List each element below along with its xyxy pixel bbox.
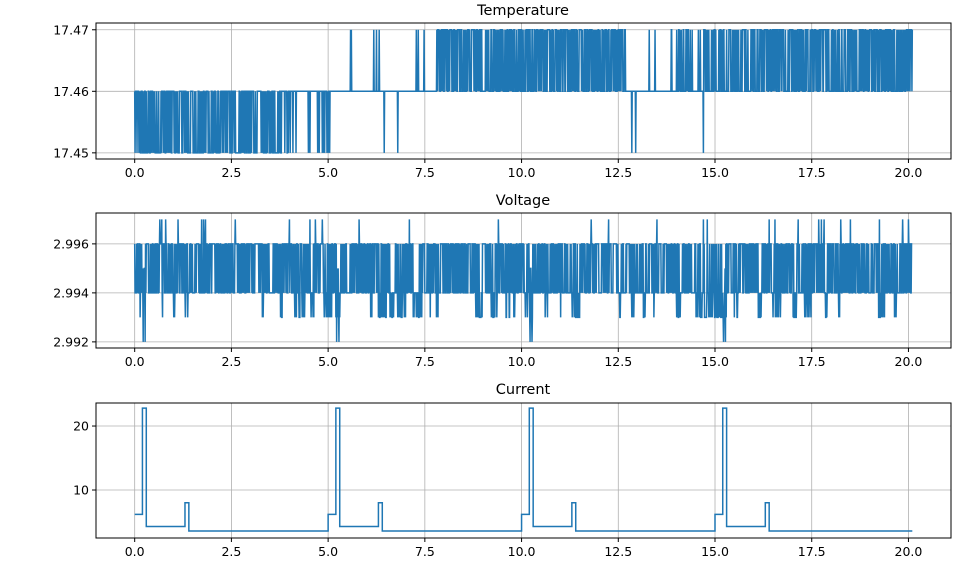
temperature-x-tick-label: 10.0 <box>508 165 536 180</box>
voltage-x-tick-label: 2.5 <box>221 354 241 369</box>
current-x-tick-label: 20.0 <box>895 544 923 559</box>
voltage-axes-frame <box>95 212 952 349</box>
current-x-tick-label: 17.5 <box>798 544 826 559</box>
temperature-axes-frame <box>95 22 952 160</box>
current-title: Current <box>496 382 551 398</box>
current-x-tick-label: 5.0 <box>318 544 338 559</box>
voltage-subplot: Voltage 0.0 2.5 5.0 7.5 10.0 12.5 15.0 17.5 20.0… <box>53 193 952 369</box>
voltage-series-line <box>133 219 913 342</box>
voltage-x-tick-label: 12.5 <box>604 354 632 369</box>
temperature-y-tick-label: 17.47 <box>53 22 89 37</box>
temperature-x-tick-label: 0.0 <box>125 165 145 180</box>
temperature-x-tick-label: 2.5 <box>221 165 241 180</box>
voltage-y-tick-label: 2.994 <box>53 285 89 300</box>
current-x-tick-label: 15.0 <box>701 544 729 559</box>
voltage-x-tick-label: 0.0 <box>125 354 145 369</box>
temperature-title: Temperature <box>476 3 569 19</box>
temperature-x-tick-label: 15.0 <box>701 165 729 180</box>
current-subplot: Current 0.0 2.5 5.0 7.5 10.0 12.5 15.0 17.5 20.0… <box>73 382 952 559</box>
temperature-x-tick-label: 20.0 <box>895 165 923 180</box>
current-x-tick-label: 12.5 <box>604 544 632 559</box>
voltage-x-tick-label: 15.0 <box>701 354 729 369</box>
temperature-x-tick-label: 12.5 <box>604 165 632 180</box>
temperature-subplot: Temperature 0.0 2.5 5.0 7.5 10.0 12.5 15.0 17.5… <box>53 3 952 180</box>
current-series-line <box>134 407 913 532</box>
current-x-tick-label: 0.0 <box>125 544 145 559</box>
current-x-tick-label: 10.0 <box>508 544 536 559</box>
voltage-x-tick-label: 10.0 <box>508 354 536 369</box>
current-x-tick-label: 7.5 <box>415 544 435 559</box>
voltage-x-tick-label: 7.5 <box>415 354 435 369</box>
voltage-x-tick-label: 20.0 <box>895 354 923 369</box>
voltage-x-tick-label: 17.5 <box>798 354 826 369</box>
current-y-tick-label: 20 <box>73 419 89 434</box>
current-x-tick-label: 2.5 <box>221 544 241 559</box>
voltage-x-tick-label: 5.0 <box>318 354 338 369</box>
temperature-x-tick-label: 5.0 <box>318 165 338 180</box>
voltage-y-tick-label: 2.992 <box>53 334 89 349</box>
temperature-y-tick-label: 17.45 <box>53 145 89 160</box>
temperature-x-tick-label: 7.5 <box>415 165 435 180</box>
voltage-y-tick-label: 2.996 <box>53 236 89 251</box>
current-axes-frame <box>95 402 952 539</box>
current-y-tick-label: 10 <box>73 483 89 498</box>
temperature-y-tick-label: 17.46 <box>53 84 89 99</box>
temperature-x-tick-label: 17.5 <box>798 165 826 180</box>
voltage-title: Voltage <box>496 193 550 209</box>
temperature-series-line <box>133 29 914 154</box>
